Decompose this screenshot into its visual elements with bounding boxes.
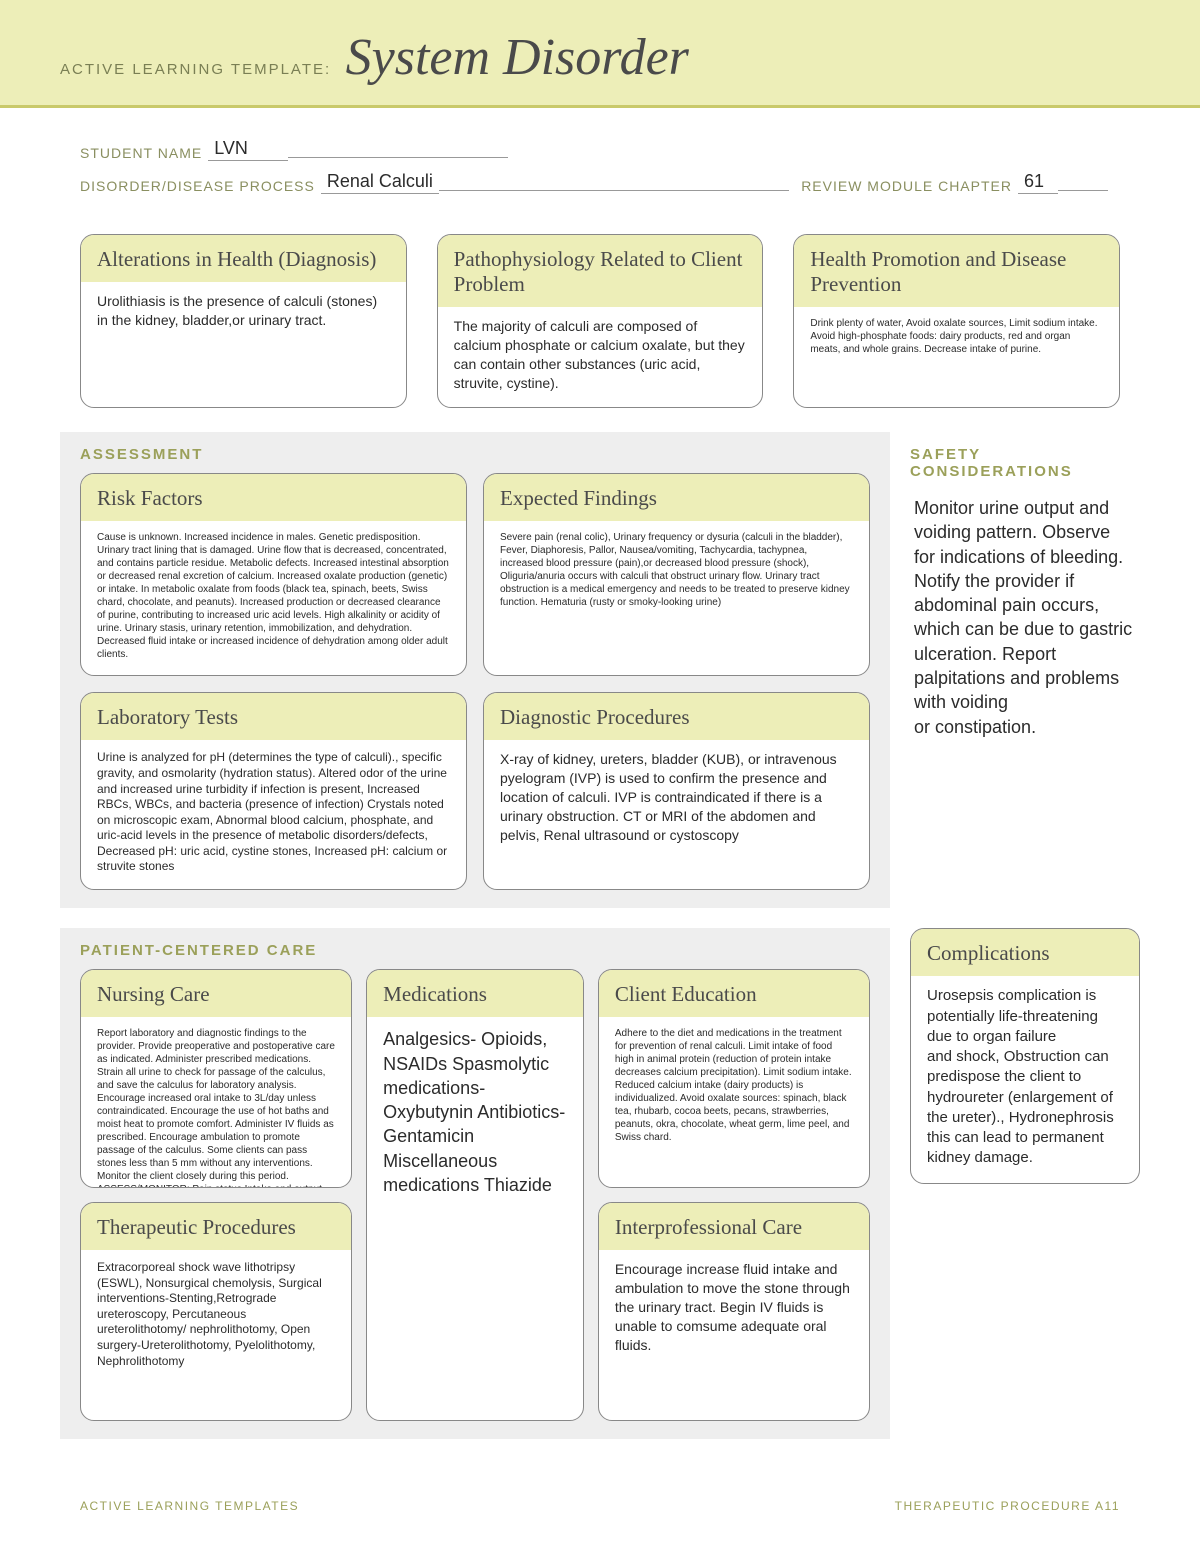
assessment-section: ASSESSMENT Risk Factors Cause is unknown…	[60, 432, 890, 908]
student-row: STUDENT NAME LVN	[80, 138, 1120, 161]
footer: ACTIVE LEARNING TEMPLATES THERAPEUTIC PR…	[0, 1469, 1200, 1553]
pcc-col-1: Nursing Care Report laboratory and diagn…	[80, 969, 352, 1421]
disorder-label: DISORDER/DISEASE PROCESS	[80, 178, 315, 194]
disorder-row: DISORDER/DISEASE PROCESS Renal Calculi R…	[80, 171, 1120, 194]
disorder-line	[439, 190, 789, 191]
chapter-line	[1058, 190, 1108, 191]
complications-column: Complications Urosepsis complication is …	[910, 928, 1140, 1439]
footer-left: ACTIVE LEARNING TEMPLATES	[80, 1499, 299, 1513]
promo-title: Health Promotion and Disease Prevention	[794, 235, 1119, 307]
top-cards: Alterations in Health (Diagnosis) Urolit…	[0, 224, 1200, 432]
risk-title: Risk Factors	[81, 474, 466, 521]
lab-card: Laboratory Tests Urine is analyzed for p…	[80, 692, 467, 890]
meds-card: Medications Analgesics- Opioids, NSAIDs …	[366, 969, 584, 1421]
meta-block: STUDENT NAME LVN DISORDER/DISEASE PROCES…	[0, 108, 1200, 224]
page: ACTIVE LEARNING TEMPLATE: System Disorde…	[0, 0, 1200, 1553]
assessment-label: ASSESSMENT	[80, 446, 870, 463]
therapeutic-card: Therapeutic Procedures Extracorporeal sh…	[80, 1202, 352, 1421]
client-title: Client Education	[599, 970, 869, 1017]
header-title: System Disorder	[346, 28, 689, 87]
expected-body: Severe pain (renal colic), Urinary frequ…	[484, 521, 869, 641]
risk-body: Cause is unknown. Increased incidence in…	[81, 521, 466, 675]
chapter-value: 61	[1018, 171, 1058, 194]
pcc-grid: Nursing Care Report laboratory and diagn…	[80, 969, 870, 1421]
lab-title: Laboratory Tests	[81, 693, 466, 740]
risk-card: Risk Factors Cause is unknown. Increased…	[80, 473, 467, 676]
pcc-col-3: Client Education Adhere to the diet and …	[598, 969, 870, 1421]
nursing-title: Nursing Care	[81, 970, 351, 1017]
student-line	[288, 157, 508, 158]
safety-label: SAFETY CONSIDERATIONS	[910, 446, 1140, 480]
expected-card: Expected Findings Severe pain (renal col…	[483, 473, 870, 676]
assessment-safety-row: ASSESSMENT Risk Factors Cause is unknown…	[60, 432, 1140, 908]
chapter-label: REVIEW MODULE CHAPTER	[801, 178, 1012, 194]
client-card: Client Education Adhere to the diet and …	[598, 969, 870, 1188]
meds-body: Analgesics- Opioids, NSAIDs Spasmolytic …	[367, 1017, 583, 1211]
footer-right: THERAPEUTIC PROCEDURE A11	[895, 1499, 1120, 1513]
patho-card: Pathophysiology Related to Client Proble…	[437, 234, 764, 408]
pcc-section: PATIENT-CENTERED CARE Nursing Care Repor…	[60, 928, 890, 1439]
student-value: LVN	[208, 138, 288, 161]
expected-title: Expected Findings	[484, 474, 869, 521]
nursing-card: Nursing Care Report laboratory and diagn…	[80, 969, 352, 1188]
pcc-label: PATIENT-CENTERED CARE	[80, 942, 870, 959]
patho-title: Pathophysiology Related to Client Proble…	[438, 235, 763, 307]
alterations-title: Alterations in Health (Diagnosis)	[81, 235, 406, 282]
header-prefix: ACTIVE LEARNING TEMPLATE:	[60, 61, 331, 78]
diag-body: X-ray of kidney, ureters, bladder (KUB),…	[484, 740, 869, 860]
alterations-body: Urolithiasis is the presence of calculi …	[81, 282, 406, 344]
inter-card: Interprofessional Care Encourage increas…	[598, 1202, 870, 1421]
complications-body: Urosepsis complication is potentially li…	[911, 976, 1139, 1182]
patho-body: The majority of calculi are composed of …	[438, 307, 763, 407]
diag-card: Diagnostic Procedures X-ray of kidney, u…	[483, 692, 870, 890]
therapeutic-body: Extracorporeal shock wave lithotripsy (E…	[81, 1250, 351, 1383]
safety-column: SAFETY CONSIDERATIONS Monitor urine outp…	[910, 432, 1140, 908]
nursing-body: Report laboratory and diagnostic finding…	[81, 1017, 351, 1188]
inter-body: Encourage increase fluid intake and ambu…	[599, 1250, 869, 1368]
complications-title: Complications	[911, 929, 1139, 976]
diag-title: Diagnostic Procedures	[484, 693, 869, 740]
meds-title: Medications	[367, 970, 583, 1017]
safety-body: Monitor urine output and voiding pattern…	[910, 490, 1140, 739]
inter-title: Interprofessional Care	[599, 1203, 869, 1250]
pcc-col-2: Medications Analgesics- Opioids, NSAIDs …	[366, 969, 584, 1421]
promo-card: Health Promotion and Disease Prevention …	[793, 234, 1120, 408]
header-band: ACTIVE LEARNING TEMPLATE: System Disorde…	[0, 0, 1200, 108]
disorder-value: Renal Calculi	[321, 171, 439, 194]
lab-body: Urine is analyzed for pH (determines the…	[81, 740, 466, 889]
alterations-card: Alterations in Health (Diagnosis) Urolit…	[80, 234, 407, 408]
promo-body: Drink plenty of water, Avoid oxalate sou…	[794, 307, 1119, 370]
assessment-grid: Risk Factors Cause is unknown. Increased…	[80, 473, 870, 890]
lower-wrap: PATIENT-CENTERED CARE Nursing Care Repor…	[60, 928, 1140, 1439]
client-body: Adhere to the diet and medications in th…	[599, 1017, 869, 1158]
therapeutic-title: Therapeutic Procedures	[81, 1203, 351, 1250]
student-label: STUDENT NAME	[80, 145, 202, 161]
complications-card: Complications Urosepsis complication is …	[910, 928, 1140, 1183]
